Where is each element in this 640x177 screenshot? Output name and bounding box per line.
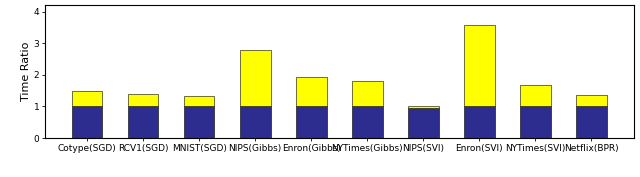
Bar <box>464 106 495 138</box>
Bar <box>520 106 551 138</box>
Bar <box>184 96 214 106</box>
Bar <box>240 50 271 106</box>
Y-axis label: Time Ratio: Time Ratio <box>20 42 31 101</box>
Bar <box>408 108 438 138</box>
Bar <box>464 25 495 106</box>
Bar <box>352 106 383 138</box>
Bar <box>127 106 159 138</box>
Bar <box>184 106 214 138</box>
Bar <box>240 106 271 138</box>
Bar <box>127 95 159 106</box>
Bar <box>296 77 326 106</box>
Bar <box>408 106 438 108</box>
Bar <box>520 85 551 106</box>
Bar <box>72 106 102 138</box>
Bar <box>296 106 326 138</box>
Bar <box>72 91 102 106</box>
Bar <box>576 95 607 106</box>
Bar <box>576 106 607 138</box>
Bar <box>352 81 383 106</box>
